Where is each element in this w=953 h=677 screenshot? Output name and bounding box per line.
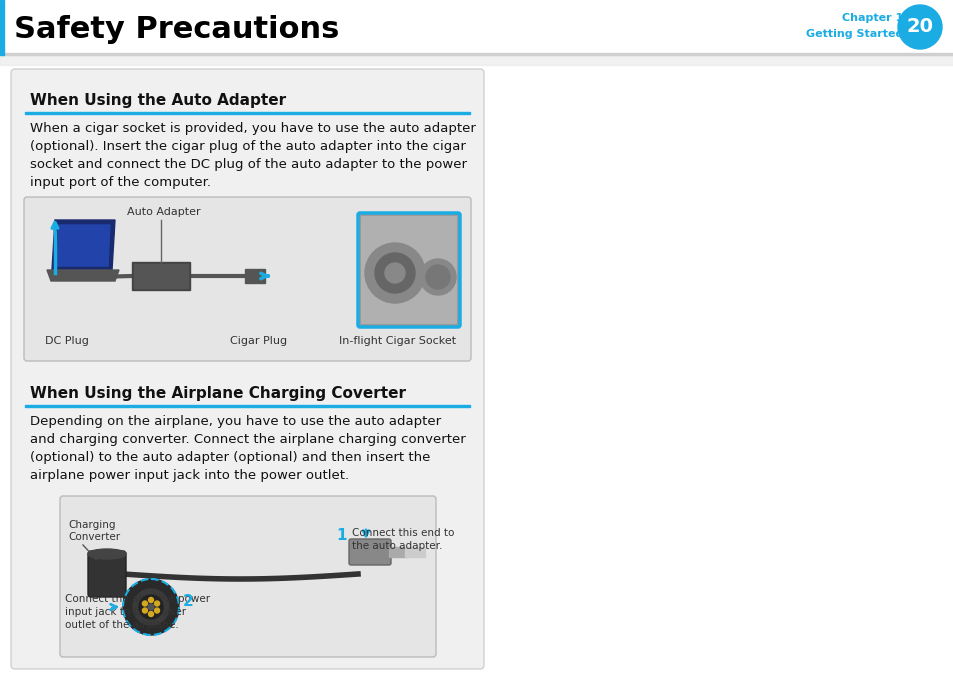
Bar bbox=[0, 53, 953, 55]
Polygon shape bbox=[47, 270, 119, 281]
Bar bbox=[25, 405, 470, 406]
Text: Auto Adapter: Auto Adapter bbox=[127, 207, 200, 217]
Circle shape bbox=[154, 608, 159, 613]
Text: 1: 1 bbox=[336, 527, 347, 542]
Bar bbox=[132, 262, 190, 290]
Text: Connect this end to
the auto adapter.: Connect this end to the auto adapter. bbox=[352, 528, 454, 551]
Circle shape bbox=[426, 265, 450, 289]
Text: Depending on the airplane, you have to use the auto adapter
and charging convert: Depending on the airplane, you have to u… bbox=[30, 415, 465, 482]
Circle shape bbox=[142, 608, 148, 613]
FancyBboxPatch shape bbox=[88, 551, 126, 597]
Text: When Using the Airplane Charging Coverter: When Using the Airplane Charging Coverte… bbox=[30, 386, 406, 401]
Bar bbox=[133, 264, 188, 288]
Text: Chapter 1: Chapter 1 bbox=[841, 13, 902, 23]
Polygon shape bbox=[57, 225, 110, 266]
Circle shape bbox=[375, 253, 415, 293]
Circle shape bbox=[897, 5, 941, 49]
Text: When Using the Auto Adapter: When Using the Auto Adapter bbox=[30, 93, 286, 108]
Bar bbox=[0, 0, 953, 55]
Text: 20: 20 bbox=[905, 18, 933, 37]
Text: Connect the airplane power
input jack to the power
outlet of the airplane.: Connect the airplane power input jack to… bbox=[65, 594, 210, 630]
FancyBboxPatch shape bbox=[24, 197, 471, 361]
Bar bbox=[0, 55, 953, 65]
Circle shape bbox=[148, 604, 153, 610]
Polygon shape bbox=[52, 220, 115, 270]
FancyBboxPatch shape bbox=[60, 496, 436, 657]
FancyBboxPatch shape bbox=[357, 213, 459, 327]
Text: 2: 2 bbox=[183, 594, 193, 609]
Circle shape bbox=[154, 601, 159, 606]
Circle shape bbox=[149, 598, 153, 603]
Text: Getting Started: Getting Started bbox=[804, 29, 902, 39]
Text: When a cigar socket is provided, you have to use the auto adapter
(optional). In: When a cigar socket is provided, you hav… bbox=[30, 122, 476, 189]
Ellipse shape bbox=[88, 549, 126, 559]
Text: In-flight Cigar Socket: In-flight Cigar Socket bbox=[338, 336, 456, 346]
Text: DC Plug: DC Plug bbox=[45, 336, 89, 346]
Text: Charging
Converter: Charging Converter bbox=[68, 520, 120, 542]
Circle shape bbox=[385, 263, 405, 283]
Circle shape bbox=[365, 243, 424, 303]
FancyBboxPatch shape bbox=[360, 216, 456, 324]
Circle shape bbox=[123, 579, 179, 635]
Circle shape bbox=[149, 611, 153, 617]
Circle shape bbox=[139, 595, 163, 619]
Text: Cigar Plug: Cigar Plug bbox=[230, 336, 287, 346]
Circle shape bbox=[142, 601, 148, 606]
Bar bbox=[389, 547, 407, 557]
Bar bbox=[25, 112, 470, 114]
Bar bbox=[245, 269, 265, 283]
Circle shape bbox=[419, 259, 456, 295]
FancyBboxPatch shape bbox=[11, 69, 483, 669]
Bar bbox=[0, 0, 4, 55]
Text: Safety Precautions: Safety Precautions bbox=[14, 16, 339, 45]
Circle shape bbox=[132, 589, 169, 625]
FancyBboxPatch shape bbox=[349, 539, 391, 565]
Bar bbox=[405, 547, 424, 557]
